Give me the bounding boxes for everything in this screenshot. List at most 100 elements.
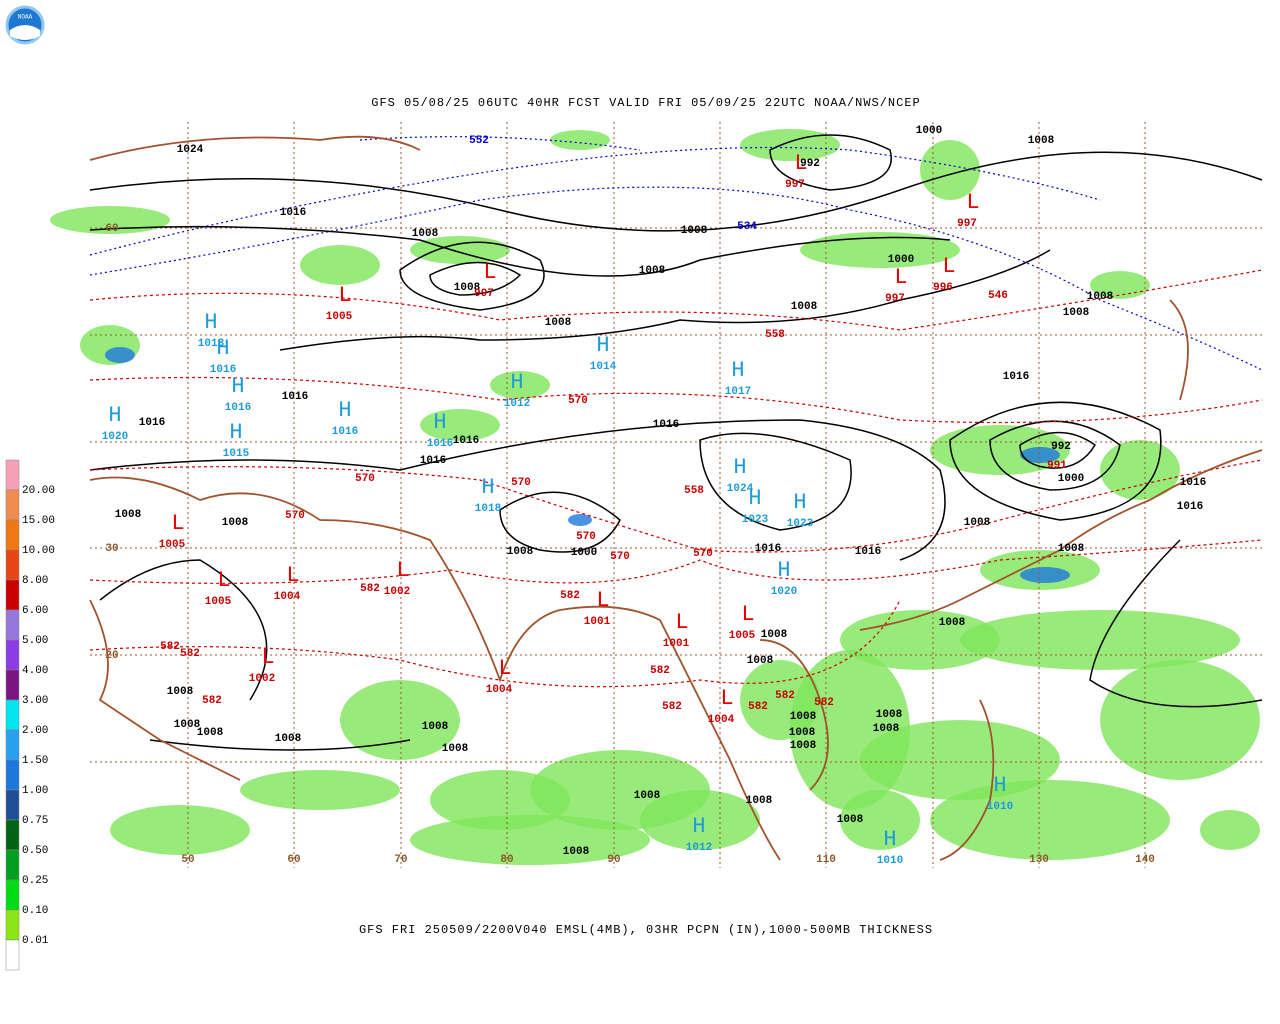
high-center: H [596,333,609,358]
logo-wave [10,25,40,40]
low-value: 1005 [159,539,186,551]
thickness-label: 582 [160,641,180,653]
low-value: 1004 [486,684,513,696]
low-value: 1004 [274,591,301,603]
thickness-label: 570 [693,548,713,560]
precip-area [640,790,760,850]
high-center: H [338,398,351,423]
lat-label: 20 [105,650,118,662]
isobar-label: 1008 [222,517,249,529]
isobar [769,134,892,191]
high-value: 1023 [742,514,769,526]
thickness-label: 570 [511,477,531,489]
isobar-label: 1008 [197,727,224,739]
legend-label: 6.00 [22,605,48,617]
lat-label: 30 [105,543,118,555]
isobar-label: 1008 [747,655,774,667]
precip-core [1020,447,1060,463]
precip-area [740,129,840,161]
legend-swatch [5,579,20,611]
low-value: 1001 [584,616,611,628]
legend-swatch [5,789,20,821]
high-center: H [216,336,229,361]
precip-core [1020,567,1070,583]
high-value: 1013 [198,338,225,350]
isobar [399,241,545,311]
lon-label: 130 [1029,854,1049,866]
low-value: 1005 [326,311,353,323]
isobar-label: 1016 [282,391,308,403]
thickness-line-cold [359,136,641,151]
isobar [499,491,621,553]
precip-area [740,660,820,740]
isobar-label: 1008 [545,317,572,329]
isobar [99,559,268,701]
map-background [50,122,1263,868]
isobar-label: 1016 [1177,501,1203,513]
high-center: H [883,827,896,852]
isobar-label: 992 [1051,441,1071,453]
low-value: 997 [885,293,905,305]
isobar-label: 1000 [888,254,914,266]
low-value: 1001 [663,638,690,650]
legend-swatch [5,489,20,521]
thickness-label: 582 [814,697,834,709]
low-center: L [942,254,955,279]
precip-core [568,514,592,526]
low-value: 1005 [205,596,232,608]
thickness-label: 570 [355,473,375,485]
isobar-label: 1008 [174,719,201,731]
thickness-line [89,269,1263,331]
isobar [279,249,1051,351]
isobar-label: 1000 [916,125,942,137]
isobar-label: 1008 [442,743,469,755]
isobar-label: 1008 [167,686,194,698]
legend-swatch [5,699,20,731]
low-value: 996 [933,282,953,294]
thickness-line [89,599,901,688]
precip-area [960,610,1240,670]
low-center: L [171,511,184,536]
precip-area [300,245,380,285]
lat-label: 60 [105,223,118,235]
precip-area [490,371,550,399]
coastline [89,599,241,781]
legend-swatch [5,519,20,551]
low-center: L [741,602,754,627]
low-value: 1002 [384,586,410,598]
isobar-label: 1008 [790,740,817,752]
legend-swatch [5,939,20,971]
legend-swatch [5,609,20,641]
legend-label: 0.25 [22,875,48,887]
isobar-label: 1008 [681,225,708,237]
isobar-label: 1000 [1058,473,1084,485]
lon-label: 90 [607,854,620,866]
isobar-label: 1008 [761,629,788,641]
isobar-label: 1016 [420,455,446,467]
isobar-label: 1000 [571,547,597,559]
isobar [1019,431,1096,469]
isobar-label: 1008 [634,790,661,802]
legend-label: 4.00 [22,665,48,677]
low-center: L [675,610,688,635]
isobar-label: 1008 [412,228,439,240]
high-center: H [793,490,806,515]
high-center: H [229,420,242,445]
low-center: L [483,260,496,285]
high-center: H [108,403,121,428]
map-title: GFS 05/08/25 06UTC 40HR FCST VALID FRI 0… [371,96,920,110]
isobar-label: 1008 [1063,307,1090,319]
precip-area [800,232,960,268]
high-center: H [231,374,244,399]
precip-area [110,805,250,855]
coastline [939,699,995,861]
high-value: 1016 [225,402,251,414]
isobar-label: 1008 [939,617,966,629]
low-center: L [966,190,979,215]
coastline [859,449,1263,631]
coastline [1169,299,1189,401]
thickness-line-cold [89,146,1101,256]
isobar-label: 1008 [790,711,817,723]
high-center: H [692,814,705,839]
